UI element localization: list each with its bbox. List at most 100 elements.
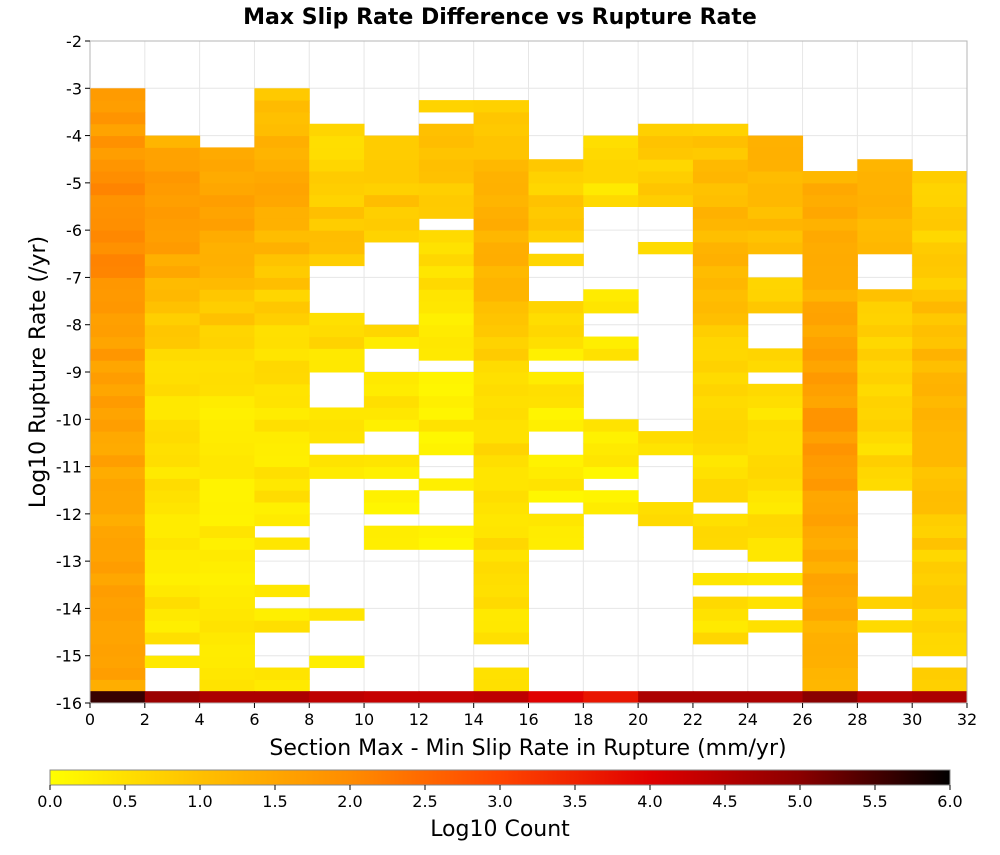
heatmap-cell	[254, 289, 310, 302]
heatmap-cell	[364, 324, 420, 338]
heatmap-cell	[802, 372, 858, 385]
heatmap-cell	[802, 171, 858, 184]
heatmap-cell	[802, 324, 858, 338]
heatmap-cell	[802, 419, 858, 432]
heatmap-cell	[802, 572, 858, 586]
colorbar	[49, 769, 951, 786]
heatmap-cell	[802, 513, 858, 527]
heatmap-cell	[857, 171, 913, 184]
heatmap-cell	[418, 253, 475, 267]
heatmap-cell	[90, 348, 146, 361]
heatmap-cell	[528, 525, 584, 538]
heatmap-cell	[747, 241, 804, 255]
heatmap-cell	[802, 360, 858, 373]
heatmap-cell	[90, 596, 146, 609]
heatmap-cell	[254, 336, 310, 349]
heatmap-cell	[254, 360, 310, 373]
heatmap-cell	[912, 431, 968, 444]
heatmap-cell	[747, 182, 804, 196]
heatmap-cell	[857, 336, 913, 349]
heatmap-cell	[802, 525, 858, 538]
heatmap-cell	[199, 336, 255, 349]
heatmap-cell	[912, 360, 968, 373]
heatmap-cell	[144, 572, 201, 586]
heatmap-cell	[638, 502, 694, 515]
heatmap-cell	[473, 312, 529, 326]
heatmap-cell	[90, 171, 146, 184]
heatmap-cell	[309, 147, 365, 160]
heatmap-cell-bottom-row	[638, 691, 694, 703]
heatmap-cell	[747, 454, 804, 468]
heatmap-cell	[747, 478, 804, 491]
heatmap-cell	[473, 135, 529, 148]
heatmap-cell	[199, 230, 255, 243]
heatmap-cell	[199, 383, 255, 397]
heatmap-cell	[638, 513, 694, 527]
heatmap-cell	[747, 360, 804, 373]
heatmap-cell	[912, 478, 968, 491]
heatmap-cell	[418, 241, 475, 255]
heatmap-cell	[144, 348, 201, 361]
heatmap-cell	[90, 679, 146, 692]
heatmap-cell	[199, 182, 255, 196]
heatmap-cell	[473, 301, 529, 314]
x-tick-label: 0	[85, 710, 95, 729]
heatmap-cell	[473, 241, 529, 255]
heatmap-cell	[912, 182, 968, 196]
colorbar-tick-label: 2.0	[337, 792, 362, 811]
heatmap-cell	[857, 454, 913, 468]
y-tick-label: -15	[56, 647, 82, 666]
heatmap-cell	[309, 159, 365, 172]
y-tick-label: -9	[66, 363, 82, 382]
heatmap-cell	[90, 667, 146, 680]
heatmap-cell	[199, 372, 255, 385]
heatmap-cell	[912, 194, 968, 207]
heatmap-cell	[857, 194, 913, 207]
heatmap-cell	[473, 596, 529, 609]
heatmap-cell	[144, 419, 201, 432]
heatmap-cell	[583, 301, 639, 314]
heatmap-cell	[692, 265, 749, 278]
heatmap-cell	[418, 336, 475, 349]
heatmap-cell	[638, 159, 694, 172]
heatmap-cell	[254, 466, 310, 479]
heatmap-cell	[583, 442, 639, 456]
heatmap-cell	[144, 147, 201, 160]
heatmap-cell	[90, 632, 146, 645]
heatmap-cell	[692, 218, 749, 231]
heatmap-cell	[418, 395, 475, 408]
x-tick-label: 20	[628, 710, 648, 729]
heatmap-cell	[90, 478, 146, 491]
heatmap-cell	[199, 312, 255, 326]
heatmap-cell	[473, 218, 529, 231]
heatmap-cell	[199, 596, 255, 609]
heatmap-cells	[90, 88, 968, 703]
heatmap-cell	[309, 230, 365, 243]
heatmap-cell	[199, 537, 255, 550]
heatmap-cell	[802, 454, 858, 468]
heatmap-cell	[144, 478, 201, 491]
heatmap-cell	[747, 135, 804, 148]
heatmap-cell-bottom-row	[583, 691, 639, 703]
heatmap-cell-bottom-row	[528, 691, 584, 703]
y-tick-label: -6	[66, 221, 82, 240]
heatmap-cell	[747, 230, 804, 243]
heatmap-cell	[90, 513, 146, 527]
heatmap-cell	[90, 147, 146, 160]
heatmap-cell	[90, 111, 146, 125]
heatmap-cell	[692, 135, 749, 148]
heatmap-cell	[857, 620, 913, 633]
heatmap-cell	[473, 182, 529, 196]
heatmap-cell	[692, 171, 749, 184]
heatmap-cell	[254, 159, 310, 172]
heatmap-cell	[528, 348, 584, 361]
heatmap-cell	[802, 194, 858, 207]
heatmap-cell	[802, 265, 858, 278]
heatmap-cell	[418, 289, 475, 302]
heatmap-cell	[90, 383, 146, 397]
heatmap-cell	[90, 123, 146, 137]
heatmap-cell	[857, 312, 913, 326]
heatmap-cell	[912, 253, 968, 267]
heatmap-cell	[692, 632, 749, 645]
heatmap-cell	[912, 584, 968, 598]
